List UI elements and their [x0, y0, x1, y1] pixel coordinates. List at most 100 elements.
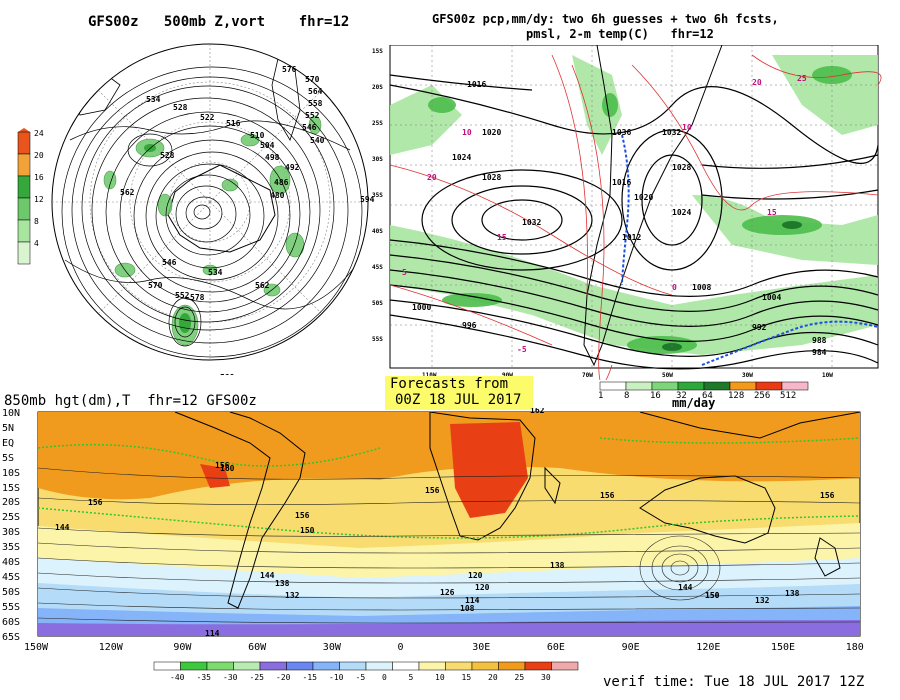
panel-500mb-colorbar: 24 20 16 12 8 4: [17, 128, 44, 265]
panel-850mb-lon-axis: 150W 120W 90W 60W 30W 0 30E 60E 90E 120E 150E 180: [0, 640, 880, 656]
colorbar-swatch: [677, 381, 705, 391]
lat-label: 60S: [2, 616, 21, 628]
lon-label: 60W: [248, 642, 267, 653]
height-label: 132: [755, 596, 770, 605]
lat-label: 20S: [2, 497, 21, 509]
colorbar-value: -25: [250, 673, 265, 682]
height-label: 160: [220, 464, 235, 473]
height-label: 126: [440, 588, 455, 597]
height-label: 138: [550, 561, 565, 570]
contour-label: 540: [310, 136, 325, 145]
colorbar-value: 64: [702, 391, 713, 401]
colorbar-swatch: [755, 381, 783, 391]
contour-label: 498: [265, 153, 280, 162]
panel-precip-title-line1: GFS00z pcp,mm/dy: two 6h guesses + two 6…: [432, 12, 779, 26]
panel-850mb-colorbar: -40 -35 -30 -25 -20 -15 -10 -5 0 5 10 15 20 25 30: [153, 661, 579, 682]
colorbar-swatch: [703, 381, 731, 391]
lon-label: 120E: [696, 642, 721, 653]
lat-label: 50S: [372, 300, 383, 307]
colorbar-value: -20: [276, 673, 291, 682]
contour-label: 528: [160, 151, 175, 160]
forecast-banner-line1: Forecasts from: [390, 376, 509, 392]
colorbar-value: -5: [356, 673, 366, 682]
lat-label: 55S: [372, 336, 383, 343]
height-label: 150: [705, 591, 720, 600]
colorbar-swatch: [392, 661, 420, 671]
panel-500mb-title: GFS00z 500mb Z,vort fhr=12: [88, 14, 350, 30]
colorbar-value: 128: [728, 391, 744, 401]
colorbar-value: 0: [382, 673, 387, 682]
colorbar-swatch: [551, 661, 579, 671]
lat-label: 25S: [2, 512, 21, 524]
isobar-label: 1024: [672, 208, 691, 217]
colorbar-swatch: [365, 661, 393, 671]
height-label: 114: [205, 629, 220, 638]
colorbar-swatch: [524, 661, 552, 671]
lon-label: 10W: [822, 372, 833, 379]
contour-label: 552: [175, 291, 190, 300]
isobar-label: 1000: [412, 303, 431, 312]
isobar-label: 1016: [467, 80, 486, 89]
colorbar-swatch: [651, 381, 679, 391]
isobar-label: 1020: [482, 128, 501, 137]
colorbar-swatch: [781, 381, 809, 391]
height-label: 138: [785, 589, 800, 598]
isobar-label: 1012: [622, 233, 641, 242]
isobar-label: 1036: [612, 128, 631, 137]
lat-label: 15S: [2, 482, 21, 494]
colorbar-value: 12: [34, 195, 44, 204]
lon-label: 180: [845, 642, 864, 653]
colorbar-value: -10: [329, 673, 344, 682]
contour-label: 562: [255, 281, 270, 290]
isobar-label: 1024: [452, 153, 471, 162]
lat-label: 5N: [2, 422, 15, 434]
height-label: 156: [820, 491, 835, 500]
colorbar-value: 25: [515, 673, 525, 682]
isobar-label: 1032: [522, 218, 541, 227]
colorbar-value: 16: [34, 173, 44, 182]
colorbar-swatch: [286, 661, 314, 671]
isobar-label: 1032: [662, 128, 681, 137]
contour-label: 558: [308, 99, 323, 108]
contour-label: 562: [120, 188, 135, 197]
colorbar-swatch: [729, 381, 757, 391]
isobar-label: 1028: [672, 163, 691, 172]
contour-label: 528: [173, 103, 188, 112]
lat-label: 50S: [2, 586, 21, 598]
temp-label: 20: [427, 173, 437, 182]
colorbar-swatch: [17, 241, 31, 265]
height-label: 120: [475, 583, 490, 592]
isobar-label: 1008: [692, 283, 711, 292]
panel-850mb-lat-axis: 10N 5N EQ 5S 10S 15S 20S 25S 30S 35S 40S 45S 50S 55S 6…: [0, 408, 38, 648]
lat-label: 5S: [2, 452, 15, 464]
colorbar-arrow: [18, 128, 30, 132]
contour-label: 504: [260, 141, 275, 150]
height-label: 156: [425, 486, 440, 495]
height-label: 132: [285, 591, 300, 600]
lat-label: 40S: [372, 228, 383, 235]
colorbar-value: -35: [197, 673, 212, 682]
colorbar-value: 5: [409, 673, 414, 682]
contour-label: 492: [285, 163, 300, 172]
colorbar-value: 8: [624, 391, 629, 401]
contour-label: 534: [146, 95, 161, 104]
lat-label: 55S: [2, 601, 21, 613]
lon-label: 150E: [771, 642, 796, 653]
contour-label: 546: [162, 258, 177, 267]
temp-label: 0: [672, 283, 677, 292]
isobar-label: 1020: [634, 193, 653, 202]
contour-label: 552: [305, 111, 320, 120]
colorbar-swatch: [312, 661, 340, 671]
isobar-label: 988: [812, 336, 827, 345]
height-label: 156: [295, 511, 310, 520]
contour-label: 522: [200, 113, 215, 122]
colorbar-swatch: [17, 197, 31, 221]
height-label: 144: [55, 523, 70, 532]
contour-label: 480: [270, 191, 285, 200]
contour-label: 570: [148, 281, 163, 290]
forecast-banner: Forecasts from 00Z 18 JUL 2017: [385, 376, 533, 410]
height-label: 150: [300, 526, 315, 535]
colorbar-value: -15: [303, 673, 318, 682]
height-label: 114: [465, 596, 480, 605]
